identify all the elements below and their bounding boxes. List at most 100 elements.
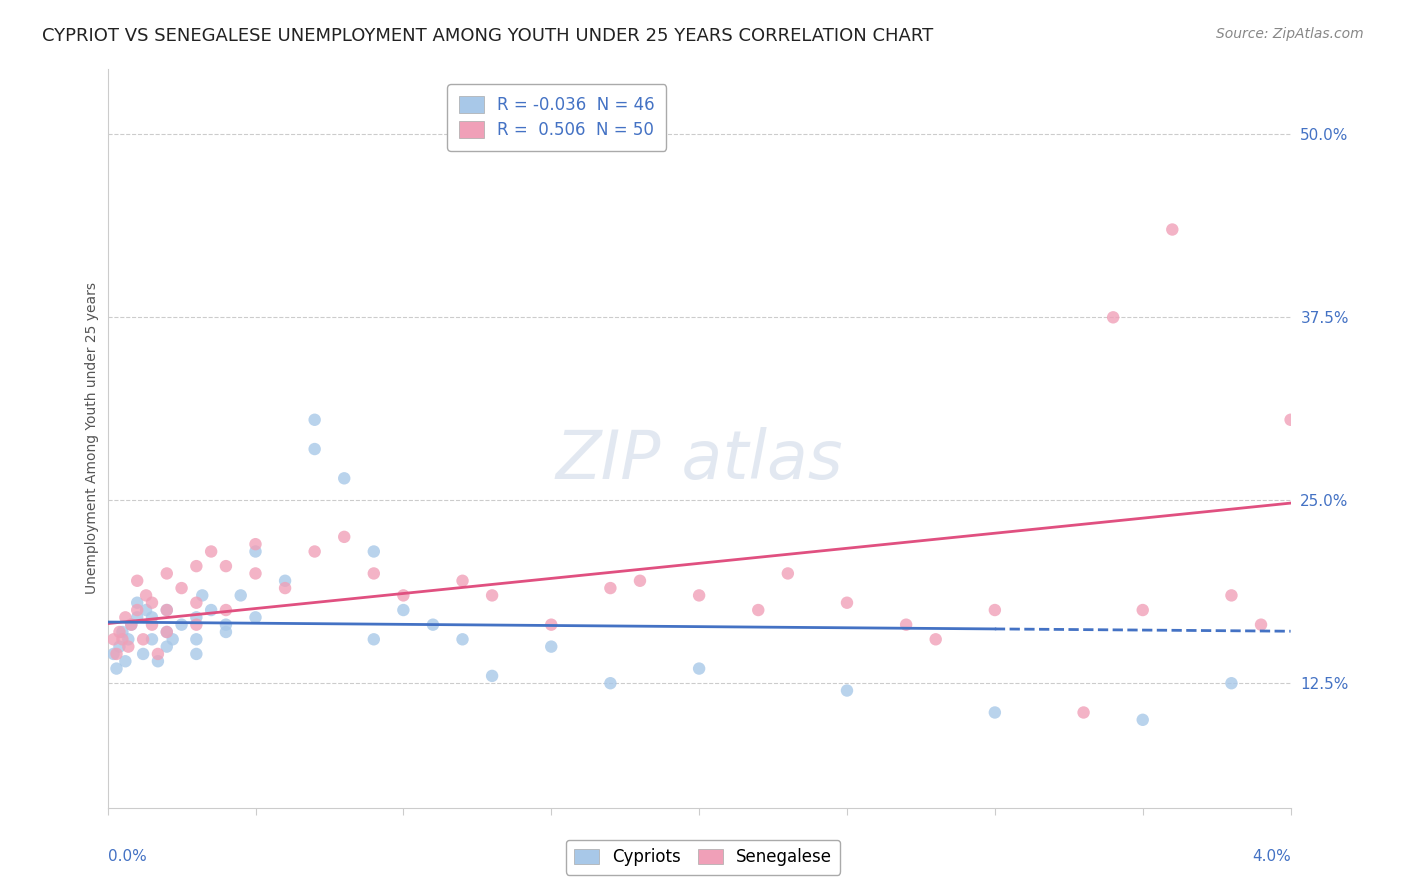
Point bbox=[304, 544, 326, 558]
Point bbox=[925, 632, 948, 647]
Point bbox=[186, 596, 208, 610]
Point bbox=[191, 588, 214, 602]
Point bbox=[162, 632, 184, 647]
Point bbox=[1073, 706, 1095, 720]
Point bbox=[245, 537, 267, 551]
Point bbox=[1220, 588, 1243, 602]
Point bbox=[156, 640, 179, 654]
Point bbox=[1279, 413, 1302, 427]
Point bbox=[215, 625, 238, 640]
Point bbox=[984, 706, 1007, 720]
Legend: Cypriots, Senegalese: Cypriots, Senegalese bbox=[565, 840, 841, 875]
Point bbox=[274, 581, 297, 595]
Text: 0.0%: 0.0% bbox=[108, 849, 146, 863]
Point bbox=[363, 632, 385, 647]
Point bbox=[835, 596, 858, 610]
Point bbox=[141, 610, 163, 624]
Point bbox=[984, 603, 1007, 617]
Point bbox=[170, 617, 193, 632]
Point bbox=[229, 588, 252, 602]
Point bbox=[215, 559, 238, 574]
Point bbox=[215, 603, 238, 617]
Point bbox=[108, 640, 131, 654]
Point bbox=[103, 647, 125, 661]
Point bbox=[274, 574, 297, 588]
Point bbox=[170, 581, 193, 595]
Point bbox=[146, 647, 169, 661]
Point bbox=[103, 632, 125, 647]
Point bbox=[120, 617, 142, 632]
Point bbox=[132, 647, 155, 661]
Point bbox=[111, 632, 134, 647]
Point bbox=[1161, 222, 1184, 236]
Text: ZIP atlas: ZIP atlas bbox=[555, 427, 844, 493]
Point bbox=[333, 471, 356, 485]
Point bbox=[215, 617, 238, 632]
Point bbox=[186, 617, 208, 632]
Point bbox=[132, 632, 155, 647]
Point bbox=[114, 610, 136, 624]
Point bbox=[245, 544, 267, 558]
Point bbox=[688, 588, 710, 602]
Point bbox=[156, 625, 179, 640]
Point bbox=[304, 413, 326, 427]
Point bbox=[105, 662, 128, 676]
Point bbox=[120, 617, 142, 632]
Point bbox=[127, 596, 149, 610]
Point bbox=[481, 669, 503, 683]
Point bbox=[451, 574, 474, 588]
Point bbox=[1250, 617, 1272, 632]
Point bbox=[108, 625, 131, 640]
Point bbox=[245, 566, 267, 581]
Point bbox=[186, 632, 208, 647]
Point bbox=[1132, 603, 1154, 617]
Point bbox=[200, 544, 222, 558]
Point bbox=[1102, 310, 1125, 325]
Point bbox=[117, 640, 139, 654]
Point bbox=[135, 603, 157, 617]
Point bbox=[186, 559, 208, 574]
Point bbox=[200, 603, 222, 617]
Point bbox=[105, 647, 128, 661]
Point bbox=[135, 588, 157, 602]
Point bbox=[451, 632, 474, 647]
Point bbox=[776, 566, 799, 581]
Point bbox=[628, 574, 651, 588]
Point bbox=[333, 530, 356, 544]
Point bbox=[540, 640, 562, 654]
Text: Source: ZipAtlas.com: Source: ZipAtlas.com bbox=[1216, 27, 1364, 41]
Point bbox=[599, 676, 621, 690]
Y-axis label: Unemployment Among Youth under 25 years: Unemployment Among Youth under 25 years bbox=[86, 282, 100, 594]
Point bbox=[186, 647, 208, 661]
Point bbox=[127, 574, 149, 588]
Point bbox=[835, 683, 858, 698]
Point bbox=[156, 603, 179, 617]
Point bbox=[1132, 713, 1154, 727]
Point bbox=[117, 632, 139, 647]
Point bbox=[127, 610, 149, 624]
Point bbox=[392, 603, 415, 617]
Point bbox=[146, 654, 169, 668]
Legend: R = -0.036  N = 46, R =  0.506  N = 50: R = -0.036 N = 46, R = 0.506 N = 50 bbox=[447, 84, 666, 151]
Text: CYPRIOT VS SENEGALESE UNEMPLOYMENT AMONG YOUTH UNDER 25 YEARS CORRELATION CHART: CYPRIOT VS SENEGALESE UNEMPLOYMENT AMONG… bbox=[42, 27, 934, 45]
Point bbox=[111, 625, 134, 640]
Point bbox=[156, 603, 179, 617]
Point bbox=[1220, 676, 1243, 690]
Point bbox=[114, 654, 136, 668]
Point bbox=[141, 596, 163, 610]
Point bbox=[127, 603, 149, 617]
Point bbox=[481, 588, 503, 602]
Point bbox=[245, 610, 267, 624]
Point bbox=[304, 442, 326, 456]
Point bbox=[141, 617, 163, 632]
Point bbox=[688, 662, 710, 676]
Point bbox=[156, 566, 179, 581]
Text: 4.0%: 4.0% bbox=[1251, 849, 1291, 863]
Point bbox=[186, 610, 208, 624]
Point bbox=[599, 581, 621, 595]
Point bbox=[363, 544, 385, 558]
Point bbox=[540, 617, 562, 632]
Point bbox=[392, 588, 415, 602]
Point bbox=[363, 566, 385, 581]
Point bbox=[141, 632, 163, 647]
